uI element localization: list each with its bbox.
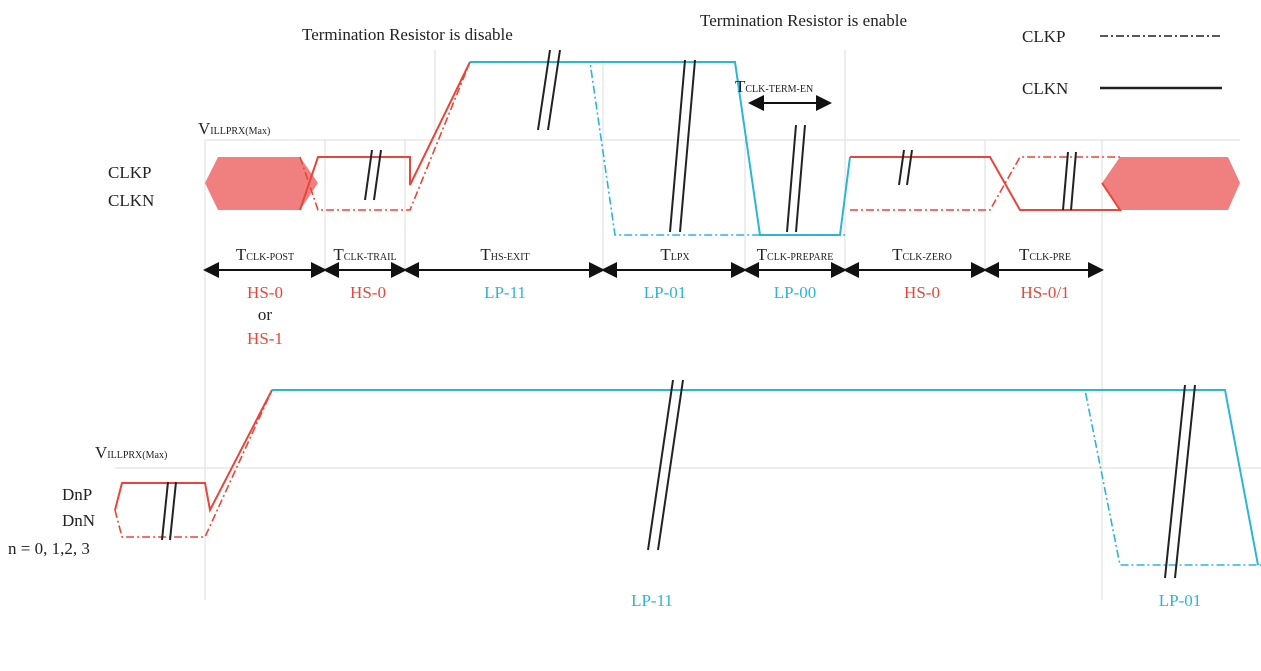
state-label: LP-11: [484, 283, 526, 302]
interval-arrows: [203, 95, 1104, 278]
state-label: LP-00: [774, 283, 817, 302]
interval-label: THS-EXIT: [480, 245, 529, 264]
legend: CLKP CLKN: [1022, 27, 1222, 98]
legend-label: CLKP: [1022, 27, 1065, 46]
signal-label: DnN: [62, 511, 95, 530]
state-label: LP-11: [631, 591, 673, 610]
interval-label: TCLK-ZERO: [892, 245, 952, 264]
clock-waveform: [205, 49, 1240, 236]
state-label: HS-0: [247, 283, 283, 302]
interval-label: TLPX: [660, 245, 690, 264]
state-label: HS-1: [247, 329, 283, 348]
annotation: Termination Resistor is disable: [302, 25, 513, 44]
threshold-label: VILLPRX(Max): [198, 119, 270, 138]
threshold-label: VILLPRX(Max): [95, 443, 167, 462]
interval-label: TCLK-POST: [236, 245, 294, 264]
interval-label: TCLK-TERM-EN: [735, 77, 813, 96]
interval-label: TCLK-TRAIL: [333, 245, 396, 264]
data-waveform: [114, 379, 1261, 579]
state-label: HS-0: [350, 283, 386, 302]
state-label: HS-0: [904, 283, 940, 302]
signal-label: CLKN: [108, 191, 154, 210]
interval-label: TCLK-PRE: [1019, 245, 1071, 264]
interval-label: TCLK-PREPARE: [757, 245, 834, 264]
state-label: LP-01: [1159, 591, 1202, 610]
guides: [115, 50, 1261, 600]
interval-labels: TCLK-POST TCLK-TRAIL THS-EXIT TLPX TCLK-…: [236, 245, 1201, 610]
state-label: LP-01: [644, 283, 687, 302]
signal-label: CLKP: [108, 163, 151, 182]
state-label: or: [258, 305, 273, 324]
signal-label: DnP: [62, 485, 92, 504]
state-label: HS-0/1: [1020, 283, 1069, 302]
signal-label: n = 0, 1,2, 3: [8, 539, 90, 558]
legend-label: CLKN: [1022, 79, 1068, 98]
annotation: Termination Resistor is enable: [700, 11, 907, 30]
